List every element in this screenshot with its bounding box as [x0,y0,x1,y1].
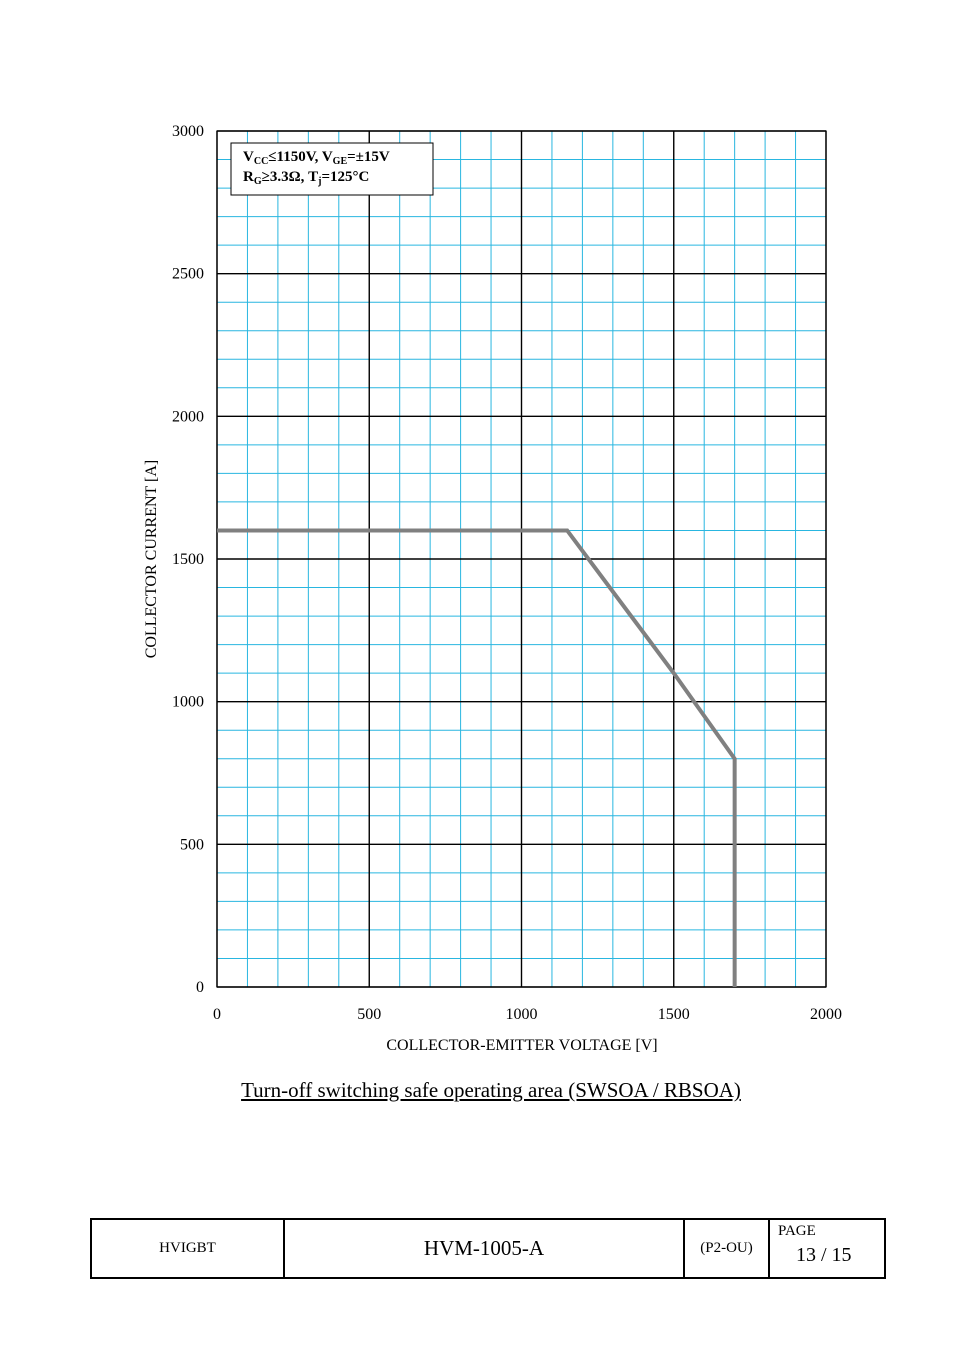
footer-page-label: PAGE [778,1223,816,1239]
y-tick-label: 2500 [172,266,204,283]
series-group [217,528,737,987]
y-tick-label: 500 [180,836,204,853]
x-tick-label: 500 [357,1006,381,1023]
figure-caption: Turn-off switching safe operating area (… [0,1078,954,1103]
soa-chart: 0 500 1000 1500 2000 0 500 1000 1500 2000 2500 300… [143,123,842,1054]
footer-product: HVIGBT [92,1220,285,1277]
x-axis-label: COLLECTOR-EMITTER VOLTAGE [V] [386,1037,657,1054]
y-tick-label: 1000 [172,694,204,711]
soa-boundary-line [217,528,737,987]
y-axis-label: COLLECTOR CURRENT [A] [143,460,160,659]
condition-line-2: RG≥3.3Ω, Tj=125°C [243,169,369,187]
x-tick-label: 2000 [810,1006,842,1023]
x-tick-label: 0 [213,1006,221,1023]
document-footer: HVIGBT HVM-1005-A (P2-OU) PAGE 13 / 15 [90,1218,886,1279]
footer-doc-number: HVM-1005-A [285,1220,685,1277]
footer-code: (P2-OU) [685,1220,770,1277]
y-tick-label: 2000 [172,408,204,425]
y-tick-label: 3000 [172,123,204,140]
plot-frame [216,130,827,988]
footer-page-number: 13 / 15 [796,1244,852,1266]
footer-page: PAGE 13 / 15 [770,1220,884,1277]
y-tick-labels: 0 500 1000 1500 2000 2500 3000 [172,123,204,996]
figure-caption-text: Turn-off switching safe operating area (… [241,1078,741,1102]
condition-box [230,142,434,196]
x-tick-labels: 0 500 1000 1500 2000 [213,1006,842,1023]
condition-line-1: VCC≤1150V, VGE=±15V [243,149,390,167]
condition-legend: VCC≤1150V, VGE=±15V RG≥3.3Ω, Tj=125°C [230,142,434,196]
y-tick-label: 1500 [172,551,204,568]
x-tick-label: 1000 [506,1006,538,1023]
y-tick-label: 0 [196,979,204,996]
x-tick-label: 1500 [658,1006,690,1023]
